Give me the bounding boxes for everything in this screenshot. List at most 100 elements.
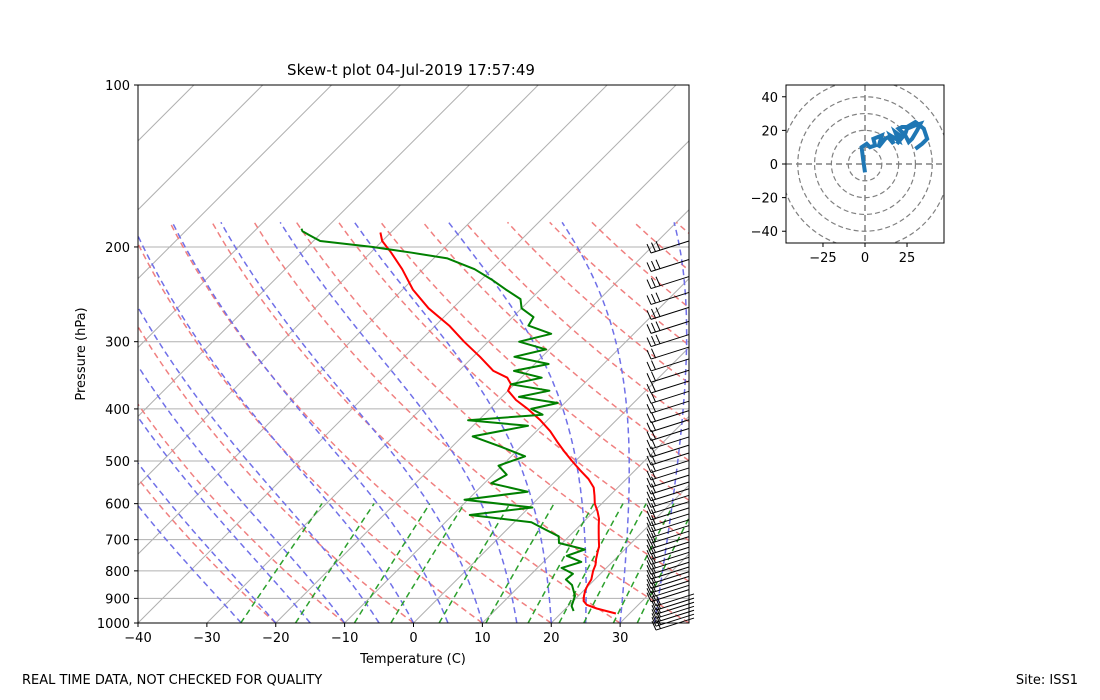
dry-adiabat	[211, 221, 621, 623]
mixing-ratio-lines	[240, 503, 689, 623]
wind-barb	[646, 561, 690, 575]
wind-barb	[651, 597, 695, 611]
hodograph-ring	[813, 112, 917, 216]
sounding-profiles	[300, 228, 617, 615]
isotherm	[138, 85, 332, 280]
dry-adiabat	[761, 222, 1100, 623]
site-label: Site: ISS1	[1015, 673, 1078, 688]
wind-barb	[646, 436, 690, 450]
x-tick-label: −10	[331, 631, 358, 646]
wind-barb	[646, 452, 690, 466]
hodo-y-tick-label: 0	[770, 158, 778, 173]
dry-adiabat	[138, 402, 346, 623]
hodograph-rings	[786, 85, 944, 243]
wind-barb	[646, 346, 690, 360]
skewt-plot: −40 −30 −20 −10 0 10 20 30 10020030040050060070…	[0, 61, 1100, 667]
x-axis-ticks: −40 −30 −20 −10 0 10 20 30	[124, 623, 628, 646]
x-tick-label: 20	[543, 631, 560, 646]
moist-adiabat	[138, 364, 346, 623]
isotherm	[138, 85, 470, 418]
moist-adiabat	[138, 305, 380, 623]
wind-barb	[646, 481, 690, 495]
quality-disclaimer: REAL TIME DATA, NOT CHECKED FOR QUALITY	[22, 673, 323, 688]
dry-adiabat	[633, 221, 689, 272]
y-tick-label: 500	[105, 455, 130, 470]
wind-barb	[646, 580, 690, 594]
isotherm	[138, 85, 677, 623]
dry-adiabat	[591, 221, 689, 309]
wind-barb	[646, 507, 690, 521]
wind-barb	[646, 320, 690, 334]
dry-adiabat	[138, 477, 277, 623]
dewpoint-profile	[300, 228, 586, 612]
wind-barb	[646, 390, 690, 404]
mixing-ratio-line	[390, 503, 466, 623]
y-tick-label: 600	[105, 498, 130, 513]
wind-barb	[646, 551, 690, 565]
y-tick-label: 300	[105, 336, 130, 351]
wind-barb	[646, 513, 690, 527]
isotherm	[413, 346, 689, 623]
wind-barb	[646, 410, 690, 424]
wind-barb	[646, 589, 690, 603]
dry-adiabat-lines	[138, 221, 1100, 623]
isotherm-lines	[0, 85, 689, 623]
isotherm	[688, 622, 689, 623]
wind-barb	[651, 605, 695, 619]
x-tick-label: −30	[193, 631, 220, 646]
wind-barb	[646, 400, 690, 414]
y-tick-label: 200	[105, 241, 130, 256]
dry-adiabat	[138, 325, 414, 623]
dry-adiabat	[929, 222, 1100, 623]
mixing-ratio-line	[353, 503, 431, 623]
x-tick-label: −40	[124, 631, 151, 646]
wind-barb	[646, 566, 690, 580]
moist-adiabat	[561, 221, 630, 623]
moist-adiabat	[653, 222, 688, 623]
dry-adiabat	[845, 222, 1100, 623]
wind-barb	[646, 494, 690, 508]
dry-adiabat	[253, 221, 689, 623]
hodo-y-tick-label: −40	[751, 225, 778, 240]
x-tick-label: 0	[409, 631, 417, 646]
x-tick-label: 10	[474, 631, 491, 646]
isotherm	[482, 415, 689, 623]
isotherm	[138, 85, 195, 142]
hodo-x-tick-label: 0	[861, 251, 869, 266]
dry-adiabat	[464, 221, 689, 423]
isotherm	[138, 85, 264, 211]
moist-adiabat	[138, 234, 415, 623]
dry-adiabat	[138, 242, 483, 623]
hodograph-ticks: −25 0 25 −40 −20 0 20 40	[751, 91, 916, 266]
x-tick-label: 30	[612, 631, 629, 646]
wind-barb	[646, 428, 690, 441]
wind-barb	[646, 258, 690, 272]
dry-adiabat	[887, 222, 1100, 623]
isotherm	[138, 85, 608, 555]
moist-adiabat	[138, 504, 242, 623]
wind-barb	[651, 593, 695, 607]
moist-adiabat	[138, 415, 311, 623]
isotherm	[0, 85, 56, 623]
isotherm	[344, 277, 689, 623]
chart-title: Skew-t plot 04-Jul-2019 17:57:49	[287, 61, 535, 79]
wind-barb	[646, 519, 690, 533]
moist-adiabat	[353, 221, 553, 623]
wind-barb	[646, 306, 690, 320]
x-axis-label: Temperature (C)	[359, 652, 466, 667]
hodograph-line	[859, 119, 930, 173]
y-tick-label: 900	[105, 592, 130, 607]
wind-barb	[646, 530, 690, 544]
isotherm	[138, 85, 539, 486]
wind-barb	[646, 444, 690, 458]
dry-adiabat	[675, 221, 689, 235]
y-axis-label: Pressure (hPa)	[74, 307, 89, 400]
hodo-x-tick-label: −25	[809, 251, 836, 266]
wind-barbs	[646, 240, 695, 631]
y-axis-ticks: 100 200 300 400 500 600 700 800 900 1000	[97, 79, 138, 632]
pressure-gridlines	[138, 85, 689, 623]
wind-barb	[646, 556, 690, 570]
hodograph-plot: −25 0 25 −40 −20 0 20 40	[751, 84, 945, 266]
dry-adiabat	[295, 221, 689, 583]
